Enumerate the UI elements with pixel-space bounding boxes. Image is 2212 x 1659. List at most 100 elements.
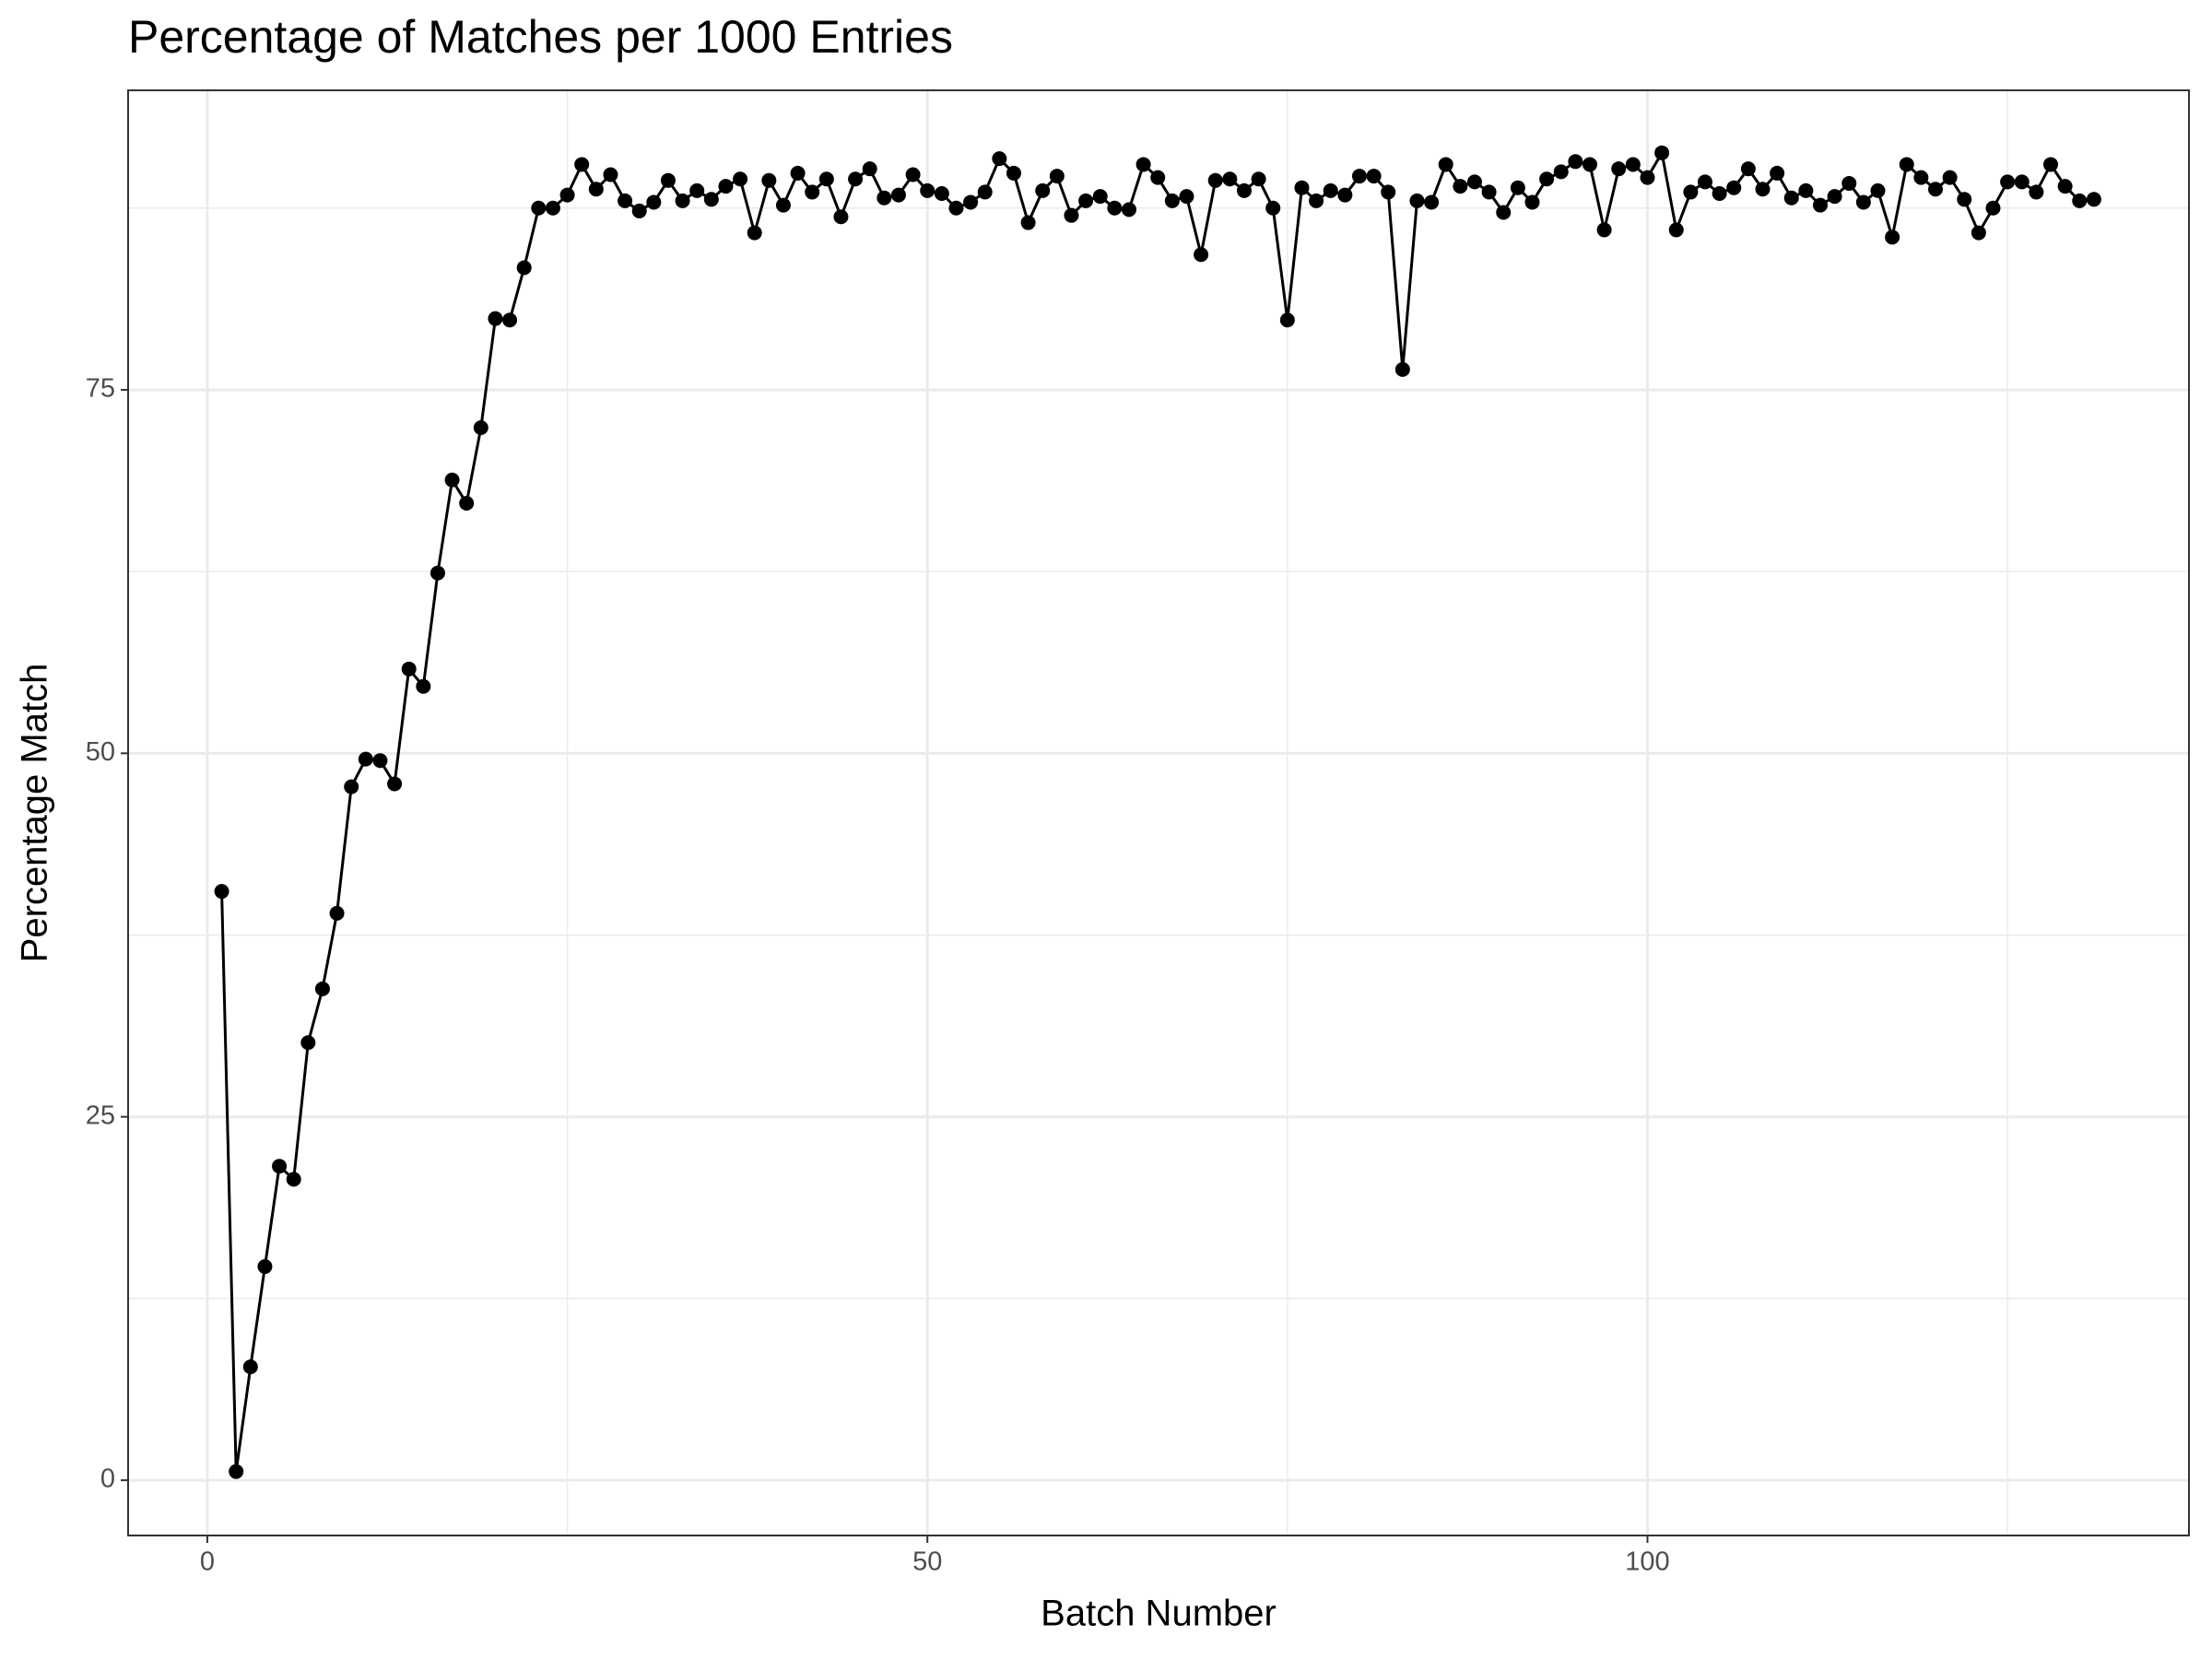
data-point bbox=[358, 751, 373, 767]
data-point bbox=[1927, 182, 1943, 197]
data-point bbox=[703, 192, 719, 207]
x-tick-label: 50 bbox=[912, 1547, 942, 1577]
data-point bbox=[1453, 179, 1468, 194]
data-point bbox=[1827, 189, 1842, 205]
data-point bbox=[257, 1259, 273, 1275]
data-point bbox=[603, 167, 618, 182]
data-point bbox=[416, 678, 431, 694]
data-point bbox=[805, 184, 820, 200]
data-point bbox=[2029, 184, 2044, 200]
data-point bbox=[272, 1159, 288, 1174]
data-point bbox=[1712, 186, 1727, 201]
data-point bbox=[1020, 215, 1036, 230]
data-point bbox=[1770, 165, 1785, 181]
data-point bbox=[1870, 182, 1886, 198]
data-point bbox=[689, 182, 705, 198]
data-point bbox=[1438, 157, 1453, 172]
data-point bbox=[1524, 194, 1540, 210]
data-point bbox=[1683, 184, 1699, 200]
data-point bbox=[1755, 182, 1771, 197]
data-point bbox=[314, 981, 330, 996]
data-point bbox=[2072, 193, 2088, 208]
data-point bbox=[2042, 157, 2058, 172]
y-axis-label: Percentage Match bbox=[15, 664, 55, 963]
data-point bbox=[2057, 179, 2073, 194]
data-point bbox=[1078, 193, 1094, 208]
data-point bbox=[1510, 180, 1525, 195]
data-point bbox=[1985, 200, 2001, 216]
data-point bbox=[1812, 197, 1828, 213]
data-point bbox=[401, 661, 417, 677]
data-point bbox=[833, 209, 849, 225]
data-point bbox=[1726, 180, 1742, 195]
data-point bbox=[473, 419, 488, 435]
data-point bbox=[1668, 222, 1684, 238]
data-point bbox=[1913, 170, 1929, 185]
data-point bbox=[488, 311, 503, 326]
data-point bbox=[631, 203, 647, 218]
data-point bbox=[1596, 222, 1612, 238]
data-point bbox=[618, 193, 633, 208]
data-point bbox=[1092, 189, 1108, 205]
data-point bbox=[559, 187, 575, 203]
data-point bbox=[675, 193, 690, 208]
data-point bbox=[818, 171, 834, 187]
y-tick-label: 75 bbox=[86, 374, 115, 404]
data-point bbox=[1697, 174, 1712, 190]
data-point bbox=[948, 200, 964, 216]
data-point bbox=[588, 182, 604, 197]
data-point bbox=[934, 186, 949, 201]
data-point bbox=[992, 151, 1007, 167]
data-point bbox=[733, 171, 748, 187]
data-point bbox=[1366, 169, 1382, 184]
data-point bbox=[1942, 170, 1958, 185]
data-point bbox=[429, 565, 445, 581]
data-point bbox=[660, 172, 676, 188]
data-point bbox=[890, 187, 906, 203]
y-tick-label: 0 bbox=[100, 1465, 115, 1494]
data-point bbox=[1496, 205, 1512, 220]
data-point bbox=[1179, 189, 1194, 205]
data-point bbox=[1251, 171, 1266, 187]
plot-border bbox=[127, 89, 2190, 1536]
data-point bbox=[387, 776, 403, 792]
data-point bbox=[1740, 161, 1756, 177]
data-point bbox=[1654, 145, 1670, 160]
data-point bbox=[2086, 192, 2101, 207]
data-point bbox=[1150, 170, 1166, 185]
data-point bbox=[1294, 180, 1310, 195]
data-point bbox=[2000, 174, 2016, 190]
data-point bbox=[1207, 172, 1223, 188]
data-point bbox=[1222, 171, 1238, 187]
data-point bbox=[1855, 194, 1871, 210]
data-point bbox=[646, 194, 662, 210]
data-point bbox=[574, 157, 590, 172]
x-axis-label: Batch Number bbox=[1041, 1594, 1277, 1634]
data-point bbox=[1841, 175, 1857, 191]
data-point bbox=[1611, 161, 1627, 177]
data-point bbox=[1899, 157, 1914, 172]
data-point bbox=[531, 200, 547, 216]
x-tick-label: 0 bbox=[200, 1547, 215, 1577]
data-point bbox=[1798, 182, 1814, 198]
data-point bbox=[516, 260, 532, 276]
data-point bbox=[329, 905, 345, 921]
data-point bbox=[761, 172, 777, 188]
data-point bbox=[1568, 154, 1583, 170]
data-point bbox=[1957, 192, 1972, 207]
data-point bbox=[214, 884, 229, 900]
data-point bbox=[1640, 170, 1655, 185]
data-point bbox=[344, 779, 359, 794]
data-point bbox=[862, 161, 877, 177]
data-point bbox=[963, 194, 979, 210]
data-point bbox=[775, 197, 791, 213]
data-point bbox=[1236, 182, 1252, 198]
data-point bbox=[2014, 174, 2030, 190]
data-point bbox=[1035, 182, 1051, 198]
data-point bbox=[1121, 202, 1136, 218]
data-point bbox=[300, 1035, 316, 1051]
plot-background bbox=[128, 90, 2189, 1535]
data-point bbox=[1582, 157, 1597, 172]
data-point bbox=[1309, 193, 1324, 208]
